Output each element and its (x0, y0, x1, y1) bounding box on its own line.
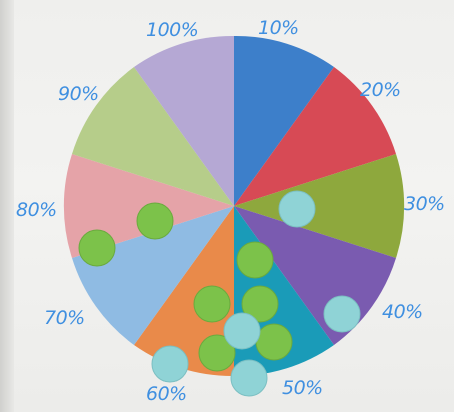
label-80: 80% (16, 199, 57, 221)
paper-edge (0, 0, 14, 412)
token-green (193, 285, 231, 323)
label-60: 60% (146, 383, 187, 405)
token-teal (323, 295, 361, 333)
token-teal (223, 312, 261, 350)
label-50: 50% (282, 377, 323, 399)
sector-70 (72, 206, 234, 345)
percent-labels: 10% 20% 30% 40% 50% 60% 70% 80% 90% 100% (16, 17, 445, 405)
label-20: 20% (360, 79, 401, 101)
token-green (136, 202, 174, 240)
token-teal (278, 190, 316, 228)
token-green (255, 323, 293, 361)
label-100: 100% (146, 19, 198, 41)
label-70: 70% (44, 307, 85, 329)
token-green (198, 334, 236, 372)
tokens (78, 190, 361, 397)
label-40: 40% (382, 301, 423, 323)
token-teal (230, 359, 268, 397)
token-green (241, 285, 279, 323)
sector-20 (234, 67, 396, 206)
token-teal (151, 345, 189, 383)
sector-90 (72, 67, 234, 206)
sector-60 (134, 206, 234, 377)
token-green (78, 229, 116, 267)
label-10: 10% (258, 17, 299, 39)
label-90: 90% (58, 83, 99, 105)
token-green (236, 241, 274, 279)
label-30: 30% (404, 193, 445, 215)
sector-30 (234, 154, 405, 258)
sector-10 (234, 35, 334, 207)
sector-100 (134, 35, 234, 206)
